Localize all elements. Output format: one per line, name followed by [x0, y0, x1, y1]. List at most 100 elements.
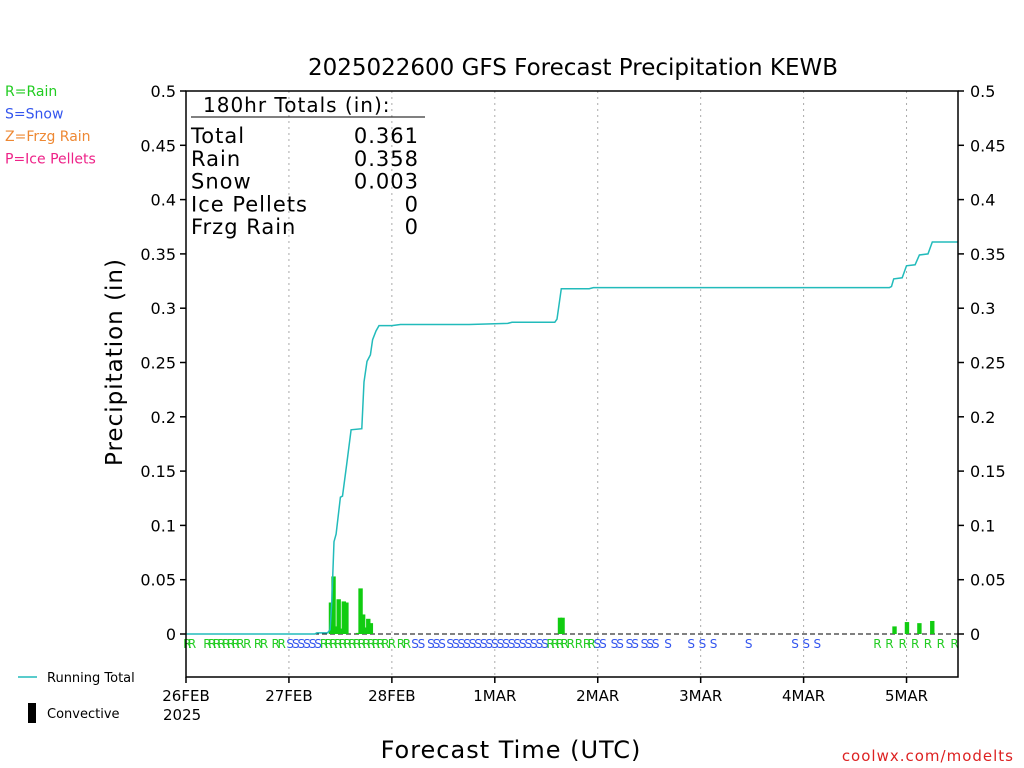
y-tick-label-right: 0.4: [970, 191, 995, 210]
ptype-marker: R: [911, 637, 919, 651]
ptype-marker: R: [381, 637, 389, 651]
ptype-marker: S: [474, 637, 482, 651]
ptype-marker: S: [664, 637, 672, 651]
y-ticks: 0 00.05 0.050.1 0.10.15 0.150.2 0.20.25 0.250.…: [140, 82, 1005, 644]
ptype-marker: S: [513, 637, 521, 651]
y-tick-label-right: 0.3: [970, 299, 995, 318]
ptype-marker: S: [802, 637, 810, 651]
precip-bar: [560, 617, 565, 634]
ptype-marker: S: [699, 637, 707, 651]
running-total-line-group: [186, 241, 958, 635]
ptype-marker: R: [213, 637, 221, 651]
ptype-marker: S: [469, 637, 477, 651]
ptype-marker: R: [583, 637, 591, 651]
precip-bar: [336, 599, 341, 634]
ptype-marker: S: [687, 637, 695, 651]
ptype-marker: S: [814, 637, 822, 651]
precip-bar: [360, 614, 366, 634]
ptype-marker: S: [745, 637, 753, 651]
ptype-marker: S: [286, 637, 294, 651]
y-tick-label-left: 0.35: [140, 245, 176, 264]
ptype-marker: S: [298, 637, 306, 651]
x-tick-label: 27FEB: [265, 687, 312, 705]
ptype-marker: S: [458, 637, 466, 651]
series-legend: Running Total Convective: [18, 671, 135, 723]
totals-row-label: Snow: [191, 170, 252, 194]
ptype-marker: S: [626, 637, 634, 651]
ptype-marker: S: [309, 637, 317, 651]
ptype-marker: R: [561, 637, 569, 651]
totals-row-label: Rain: [191, 147, 241, 171]
running-total-line: [186, 241, 958, 635]
ptype-marker: R: [254, 637, 262, 651]
y-tick-label-left: 0: [166, 625, 176, 644]
ptype-marker: S: [411, 637, 419, 651]
ptype-marker: S: [438, 637, 446, 651]
ptype-marker: R: [388, 637, 396, 651]
ptype-marker: R: [217, 637, 225, 651]
ptype-legend-item: R=Rain: [5, 84, 57, 100]
y-axis-label: Precipitation (in): [102, 258, 128, 466]
ptype-marker: S: [502, 637, 510, 651]
ptype-marker: R: [277, 637, 285, 651]
ptype-marker: R: [232, 637, 240, 651]
ptype-marker: S: [485, 637, 493, 651]
y-tick-label-right: 0.2: [970, 408, 995, 427]
ptype-marker: R: [334, 637, 342, 651]
y-tick-label-right: 0.15: [970, 462, 1006, 481]
precip-bar: [355, 632, 361, 634]
precip-bar: [930, 620, 935, 634]
grid-lines: [186, 91, 958, 677]
ptype-marker: S: [524, 637, 532, 651]
y-tick-label-right: 0.05: [970, 571, 1006, 590]
ptype-marker: S: [710, 637, 718, 651]
y-tick-label-left: 0.15: [140, 462, 176, 481]
ptype-marker: S: [303, 637, 311, 651]
ptype-marker: R: [403, 637, 411, 651]
ptype-marker: R: [367, 637, 375, 651]
ptype-marker: R: [575, 637, 583, 651]
y-tick-label-left: 0.2: [151, 408, 176, 427]
ptype-marker: R: [873, 637, 881, 651]
ptype-marker: S: [433, 637, 441, 651]
ptype-marker: S: [541, 637, 549, 651]
ptype-marker: R: [188, 637, 196, 651]
y-tick-label-left: 0.5: [151, 82, 176, 101]
precip-bars: [328, 576, 935, 634]
convective-legend-swatch: [28, 703, 36, 723]
ptype-marker: R: [208, 637, 216, 651]
y-tick-label-left: 0.45: [140, 136, 176, 155]
x-tick-label: 2MAR: [576, 687, 619, 705]
x-tick-label: 28FEB: [368, 687, 415, 705]
y-tick-label-left: 0.25: [140, 354, 176, 373]
ptype-marker: S: [631, 637, 639, 651]
ptype-legend-item: P=Ice Pellets: [5, 152, 96, 168]
x-tick-label: 4MAR: [782, 687, 825, 705]
ptype-marker: R: [227, 637, 235, 651]
year-label: 2025: [163, 706, 201, 724]
totals-heading: 180hr Totals (in):: [203, 93, 391, 117]
y-tick-label-left: 0.4: [151, 191, 176, 210]
ptype-marker: S: [292, 637, 300, 651]
ptype-marker: R: [320, 637, 328, 651]
precip-bar: [363, 627, 368, 634]
y-tick-label-left: 0.3: [151, 299, 176, 318]
ptype-marker: R: [260, 637, 268, 651]
ptype-marker: S: [530, 637, 538, 651]
y-tick-label-left: 0.05: [140, 571, 176, 590]
totals-row-value: 0: [405, 192, 419, 216]
precip-bar: [557, 617, 563, 634]
running-total-legend-label: Running Total: [47, 671, 135, 686]
y-tick-label-right: 0.25: [970, 354, 1006, 373]
ptype-marker: R: [556, 637, 564, 651]
chart-title: 2025022600 GFS Forecast Precipitation KE…: [308, 55, 838, 81]
y-tick-label-right: 0.5: [970, 82, 995, 101]
y-tick-label-right: 0: [970, 625, 980, 644]
ptype-marker: R: [937, 637, 945, 651]
ptype-marker: S: [508, 637, 516, 651]
ptype-marker: R: [329, 637, 337, 651]
ptype-marker: R: [348, 637, 356, 651]
ptype-marker: S: [652, 637, 660, 651]
